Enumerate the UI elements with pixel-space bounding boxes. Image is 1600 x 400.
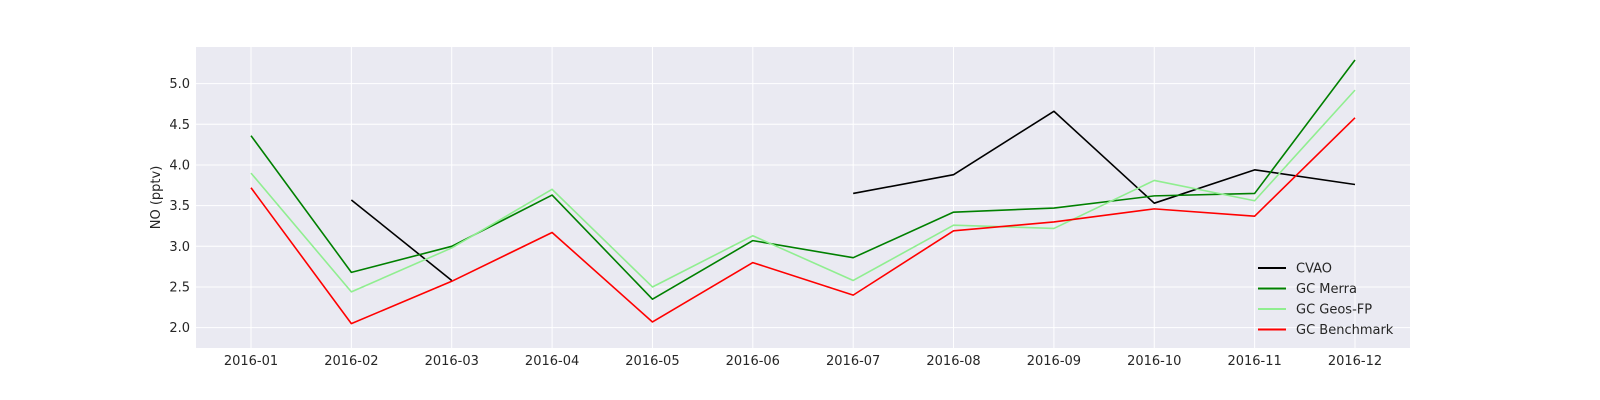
x-tick-label: 2016-09 (1027, 354, 1081, 369)
x-tick-label: 2016-10 (1127, 354, 1181, 369)
y-tick-label: 2.0 (169, 321, 190, 336)
x-tick-label: 2016-06 (726, 354, 780, 369)
y-axis-ticks: 2.0 2.5 3.0 3.5 4.0 4.5 5.0 (169, 77, 190, 336)
y-tick-label: 3.5 (169, 199, 190, 214)
x-tick-label: 2016-01 (224, 354, 278, 369)
legend-label-gc-benchmark: GC Benchmark (1296, 323, 1394, 338)
series-line-gc-geos-fp (250, 89, 1356, 293)
x-tick-label: 2016-11 (1227, 354, 1281, 369)
y-axis-label: NO (pptv) (149, 166, 164, 230)
x-tick-label: 2016-02 (324, 354, 378, 369)
legend-label-gc-merra: GC Merra (1296, 282, 1357, 297)
series-line-cvao (350, 199, 453, 282)
x-tick-label: 2016-12 (1328, 354, 1382, 369)
series-lines (250, 59, 1356, 325)
y-tick-label: 2.5 (169, 280, 190, 295)
x-tick-label: 2016-05 (625, 354, 679, 369)
x-tick-label: 2016-04 (525, 354, 579, 369)
y-tick-label: 4.0 (169, 158, 190, 173)
y-tick-label: 5.0 (169, 77, 190, 92)
legend-label-cvao: CVAO (1296, 262, 1332, 277)
x-tick-label: 2016-07 (826, 354, 880, 369)
legend-label-gc-geos-fp: GC Geos-FP (1296, 303, 1372, 318)
legend: CVAO GC Merra GC Geos-FP GC Benchmark (1258, 262, 1394, 338)
y-tick-label: 4.5 (169, 118, 190, 133)
x-tick-label: 2016-08 (926, 354, 980, 369)
plot-background (196, 47, 1410, 348)
grid-lines (196, 47, 1410, 348)
series-line-gc-benchmark (250, 117, 1356, 325)
series-line-gc-merra (250, 59, 1356, 300)
x-tick-label: 2016-03 (425, 354, 479, 369)
x-axis-ticks: 2016-01 2016-02 2016-03 2016-04 2016-05 2016-… (224, 354, 1382, 369)
y-tick-label: 3.0 (169, 240, 190, 255)
